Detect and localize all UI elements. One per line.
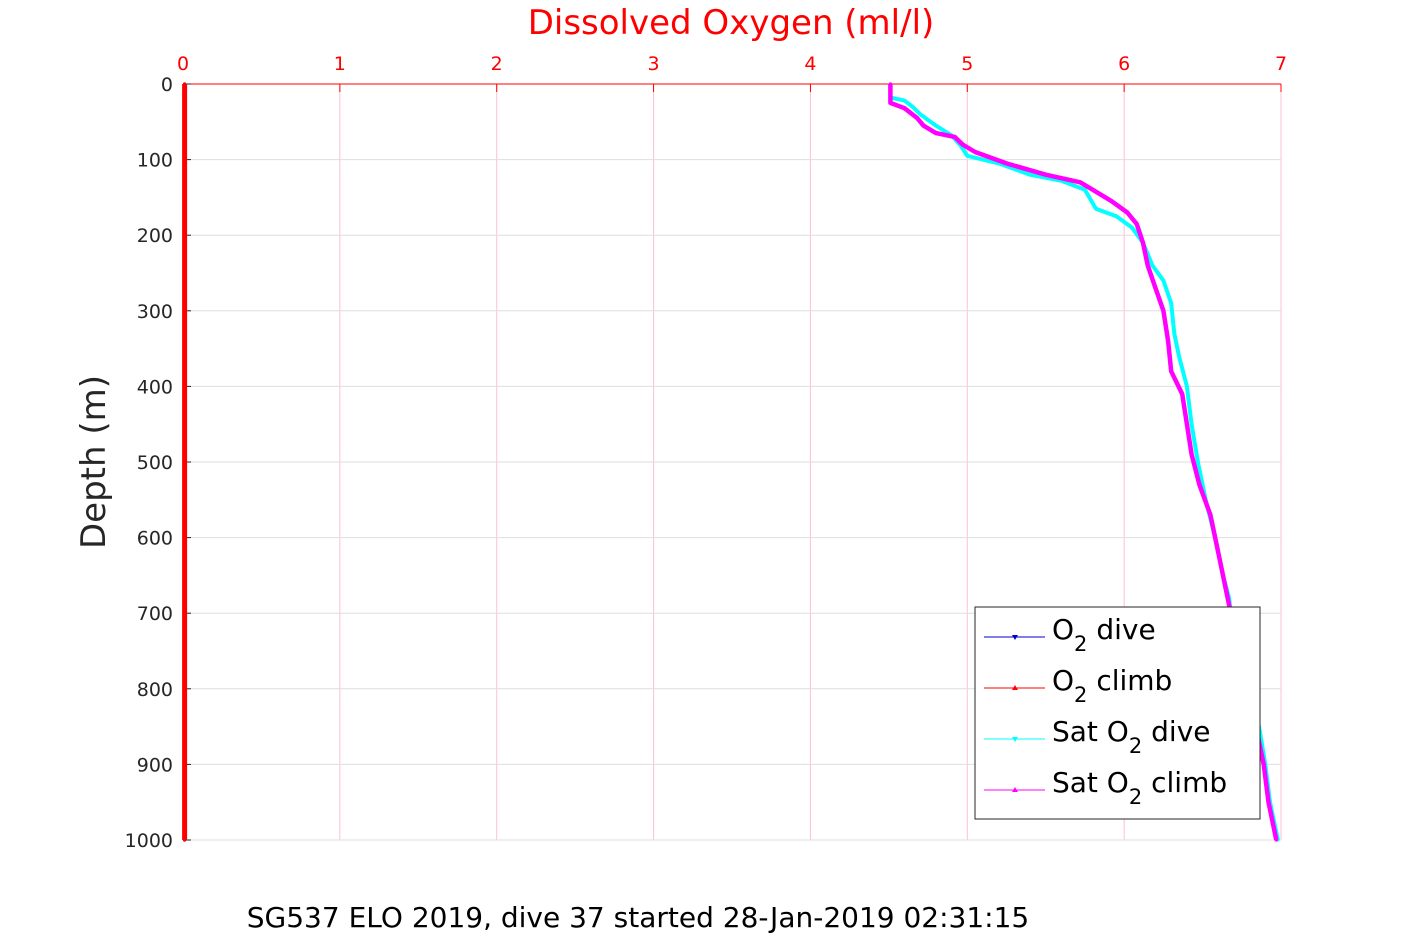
data-point	[1141, 241, 1145, 245]
data-point	[1153, 286, 1158, 290]
data-point	[902, 106, 907, 110]
data-point	[1189, 452, 1194, 457]
data-point	[1109, 199, 1114, 203]
data-point	[1044, 173, 1048, 177]
x-tick-label: 7	[1275, 53, 1287, 75]
y-tick-label: 600	[137, 528, 173, 550]
x-tick-label: 1	[334, 53, 346, 75]
data-point	[888, 101, 893, 105]
data-point	[918, 112, 922, 116]
y-tick-label: 300	[137, 301, 173, 323]
data-point	[965, 154, 969, 158]
data-point	[1091, 188, 1095, 192]
x-tick-label: 0	[177, 53, 189, 75]
data-point	[1172, 331, 1176, 336]
data-point	[934, 123, 938, 128]
data-point	[888, 82, 893, 86]
data-point	[182, 82, 187, 86]
y-tick-label: 700	[137, 603, 173, 625]
data-point	[934, 131, 938, 135]
x-tick-label: 4	[804, 53, 816, 75]
data-point	[1224, 588, 1228, 593]
data-point	[1114, 214, 1118, 218]
data-point	[1262, 762, 1266, 767]
data-point	[1078, 180, 1082, 184]
data-point	[1166, 339, 1170, 343]
data-point	[182, 838, 187, 842]
data-point	[1274, 838, 1278, 842]
legend-box	[974, 606, 1261, 820]
legend-label: Sat O2 dive	[1052, 715, 1210, 758]
data-point	[1125, 210, 1129, 215]
data-point	[1180, 392, 1184, 396]
y-tick-label: 500	[137, 452, 173, 474]
data-point	[1150, 263, 1154, 268]
data-point	[1266, 800, 1271, 804]
legend: O2 dive O2 climb Sat O2 dive Sat O2 climb	[974, 606, 1261, 820]
y-tick-label: 100	[137, 150, 173, 172]
legend-label: Sat O2 climb	[1052, 766, 1227, 809]
chart-title: Dissolved Oxygen (ml/l)	[528, 3, 935, 43]
data-point	[953, 135, 957, 139]
data-point	[1169, 369, 1173, 373]
data-point	[1094, 207, 1098, 211]
y-tick-label: 800	[137, 679, 173, 701]
data-point	[1083, 188, 1087, 192]
chart-caption: SG537 ELO 2019, dive 37 started 28-Jan-2…	[247, 901, 1029, 934]
x-tick-label: 2	[491, 53, 503, 75]
data-point	[1161, 309, 1165, 313]
y-tick-label: 900	[137, 754, 173, 776]
legend-marker-icon	[1012, 635, 1018, 640]
data-point	[1208, 513, 1213, 517]
data-point	[1161, 278, 1165, 283]
data-point	[1185, 384, 1189, 388]
data-point	[960, 142, 965, 147]
data-point	[1189, 422, 1194, 426]
legend-marker-icon	[1012, 787, 1018, 792]
x-tick-label: 6	[1118, 53, 1130, 75]
y-tick-label: 1000	[125, 830, 173, 852]
y-axis-label: Depth (m)	[74, 375, 114, 549]
data-point	[1135, 222, 1139, 226]
data-point	[1146, 263, 1150, 268]
data-point	[1169, 301, 1173, 305]
data-point	[902, 99, 907, 103]
data-point	[915, 116, 919, 120]
y-tick-label: 200	[137, 225, 173, 247]
x-tick-label: 5	[961, 53, 973, 75]
data-point	[1216, 551, 1220, 555]
legend-label: O2 dive	[1052, 613, 1156, 656]
legend-label: O2 climb	[1052, 664, 1172, 707]
data-point	[1197, 483, 1202, 487]
y-tick-label: 400	[137, 376, 173, 398]
legend-marker-icon	[1012, 737, 1018, 742]
legend-marker-icon	[1012, 685, 1018, 690]
data-point	[1196, 460, 1200, 464]
data-point	[921, 123, 925, 128]
x-tick-label: 3	[648, 53, 660, 75]
data-point	[1004, 161, 1009, 165]
data-point	[910, 105, 914, 109]
data-point	[1177, 354, 1181, 358]
data-point	[1130, 226, 1134, 230]
y-tick-label: 0	[161, 74, 173, 96]
data-point	[1028, 173, 1032, 177]
data-point	[1185, 422, 1189, 426]
data-point	[973, 150, 977, 154]
